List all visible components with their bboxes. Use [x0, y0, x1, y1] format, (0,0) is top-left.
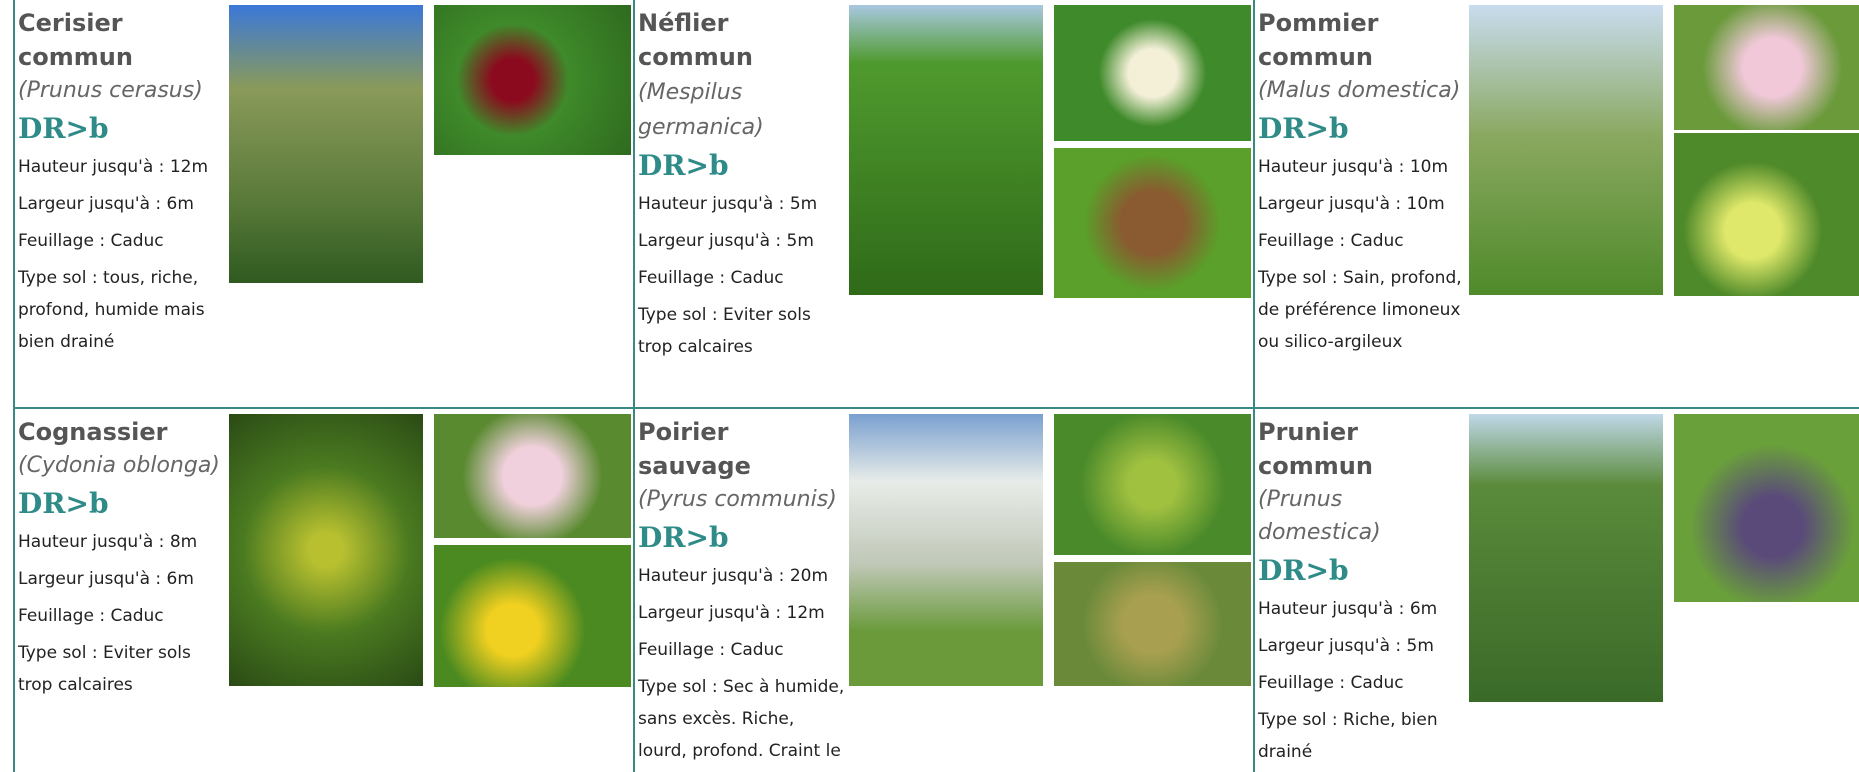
photo — [1674, 5, 1859, 130]
plant-grid: Cerisier commun (Prunus cerasus) DR>b Haute… — [13, 0, 1859, 772]
plant-card: Cognassier (Cydonia oblonga) DR>b Hauteur j… — [13, 409, 633, 772]
plant-info: Pommier commun (Malus domestica) DR>b Haute… — [1258, 6, 1468, 363]
plant-info: Néflier commun (Mespilus germanica) DR>b H… — [638, 6, 848, 368]
photo — [1469, 5, 1663, 295]
plant-name: Prunier commun — [1258, 418, 1373, 480]
plant-card: Prunier commun (Prunus domestica) DR>b Haut… — [1253, 409, 1859, 772]
plant-info: Cerisier commun (Prunus cerasus) DR>b Haute… — [18, 6, 228, 363]
plant-property: Largeur jusqu'à : 6m — [18, 194, 194, 214]
plant-property: Feuillage : Caduc — [638, 640, 784, 660]
plant-card: Cerisier commun (Prunus cerasus) DR>b Haute… — [13, 0, 633, 409]
latin-name: (Mespilus germanica) — [638, 80, 764, 140]
plant-name: Poirier sauvage — [638, 418, 751, 480]
plant-property: Type sol : tous, riche, profond, humide … — [18, 268, 205, 352]
ecology-code: DR>b — [638, 521, 729, 554]
photo — [1054, 562, 1251, 686]
plant-property: Type sol : Sain, profond, de préférence … — [1258, 268, 1462, 352]
photo — [229, 414, 423, 686]
plant-property: Largeur jusqu'à : 5m — [638, 231, 814, 251]
plant-property: Largeur jusqu'à : 12m — [638, 603, 825, 623]
plant-card: Néflier commun (Mespilus germanica) DR>b H… — [633, 0, 1253, 409]
plant-card: Pommier commun (Malus domestica) DR>b Haute… — [1253, 0, 1859, 409]
photo — [849, 414, 1043, 686]
latin-name: (Cydonia oblonga) — [18, 453, 220, 478]
ecology-code: DR>b — [18, 112, 109, 145]
plant-property: Hauteur jusqu'à : 12m — [18, 157, 209, 177]
photo — [434, 5, 631, 155]
plant-property: Hauteur jusqu'à : 5m — [638, 194, 818, 214]
photo — [1469, 414, 1663, 702]
plant-property: Type sol : Eviter sols trop calcaires — [18, 643, 191, 695]
plant-property: Type sol : Sec à humide, sans excès. Ric… — [638, 677, 845, 761]
plant-property: Hauteur jusqu'à : 20m — [638, 566, 829, 586]
photo — [849, 5, 1043, 295]
plant-property: Type sol : Riche, bien drainé — [1258, 710, 1438, 762]
ecology-code: DR>b — [1258, 112, 1349, 145]
latin-name: (Prunus domestica) — [1258, 487, 1381, 545]
photo — [1054, 414, 1251, 555]
plant-property: Hauteur jusqu'à : 8m — [18, 532, 198, 552]
plant-info: Cognassier (Cydonia oblonga) DR>b Hauteur j… — [18, 415, 228, 706]
photo — [229, 5, 423, 283]
plant-name: Cognassier — [18, 418, 168, 446]
latin-name: (Prunus cerasus) — [18, 78, 203, 103]
plant-property: Hauteur jusqu'à : 6m — [1258, 599, 1438, 619]
plant-name: Pommier commun — [1258, 9, 1379, 71]
plant-name: Cerisier commun — [18, 9, 133, 71]
plant-property: Largeur jusqu'à : 5m — [1258, 636, 1434, 656]
photo — [1674, 414, 1859, 602]
photo — [1674, 133, 1859, 296]
plant-property: Feuillage : Caduc — [1258, 673, 1404, 693]
ecology-code: DR>b — [1258, 554, 1349, 587]
photo — [1054, 148, 1251, 298]
ecology-code: DR>b — [638, 149, 729, 182]
plant-property: Type sol : Eviter sols trop calcaires — [638, 305, 811, 357]
plant-property: Feuillage : Caduc — [18, 231, 164, 251]
plant-property: Feuillage : Caduc — [1258, 231, 1404, 251]
ecology-code: DR>b — [18, 487, 109, 520]
photo — [434, 414, 631, 538]
latin-name: (Pyrus communis) — [638, 487, 837, 512]
photo — [1054, 5, 1251, 141]
plant-property: Largeur jusqu'à : 10m — [1258, 194, 1445, 214]
plant-info: Prunier commun (Prunus domestica) DR>b Haut… — [1258, 415, 1468, 772]
photo — [434, 545, 631, 687]
plant-info: Poirier sauvage (Pyrus communis) DR>b Haute… — [638, 415, 848, 772]
plant-card: Poirier sauvage (Pyrus communis) DR>b Haute… — [633, 409, 1253, 772]
latin-name: (Malus domestica) — [1258, 78, 1461, 103]
plant-property: Largeur jusqu'à : 6m — [18, 569, 194, 589]
plant-name: Néflier commun (Mespilus germanica) — [638, 9, 764, 140]
plant-property: Hauteur jusqu'à : 10m — [1258, 157, 1449, 177]
plant-property: Feuillage : Caduc — [638, 268, 784, 288]
plant-property: Feuillage : Caduc — [18, 606, 164, 626]
